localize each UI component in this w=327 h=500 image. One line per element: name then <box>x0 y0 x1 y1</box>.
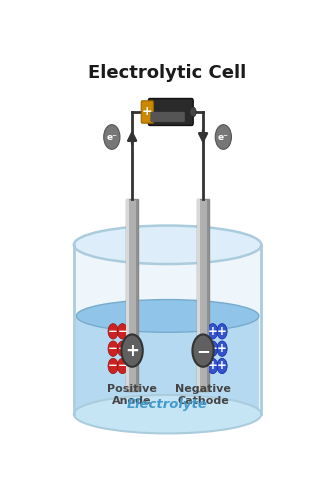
Circle shape <box>121 334 143 367</box>
Text: −: − <box>117 325 128 338</box>
Circle shape <box>108 341 118 356</box>
Circle shape <box>190 107 196 117</box>
Circle shape <box>117 324 128 339</box>
FancyBboxPatch shape <box>141 101 153 123</box>
Text: Positive
Anode: Positive Anode <box>107 384 157 406</box>
Text: +: + <box>217 342 227 355</box>
Ellipse shape <box>74 395 261 434</box>
Text: −: − <box>117 342 128 355</box>
Circle shape <box>104 124 120 150</box>
Circle shape <box>215 124 232 150</box>
Circle shape <box>108 358 118 374</box>
Circle shape <box>208 358 218 374</box>
Text: +: + <box>125 342 139 359</box>
Text: −: − <box>108 342 118 355</box>
Polygon shape <box>77 316 259 414</box>
Bar <box>126 198 129 391</box>
Text: e⁻: e⁻ <box>218 132 229 141</box>
Circle shape <box>108 324 118 339</box>
Bar <box>197 198 209 391</box>
Circle shape <box>208 341 218 356</box>
Circle shape <box>117 341 128 356</box>
Bar <box>136 198 138 391</box>
FancyBboxPatch shape <box>150 112 185 122</box>
Text: Negative
Cathode: Negative Cathode <box>175 384 231 406</box>
Text: +: + <box>208 360 218 372</box>
Text: −: − <box>117 360 128 372</box>
Bar <box>207 198 209 391</box>
Circle shape <box>217 341 227 356</box>
Circle shape <box>217 324 227 339</box>
Bar <box>126 198 138 391</box>
Bar <box>197 198 200 391</box>
Text: Electrolytic Cell: Electrolytic Cell <box>89 64 247 82</box>
FancyBboxPatch shape <box>148 98 193 126</box>
Ellipse shape <box>74 226 261 264</box>
Text: +: + <box>217 360 227 372</box>
Circle shape <box>217 358 227 374</box>
Circle shape <box>192 334 214 367</box>
Text: −: − <box>108 360 118 372</box>
Text: Electrolyte: Electrolyte <box>127 398 208 411</box>
Text: −: − <box>196 342 210 359</box>
Text: +: + <box>142 104 153 118</box>
Text: +: + <box>217 325 227 338</box>
Ellipse shape <box>77 300 259 332</box>
Circle shape <box>117 358 128 374</box>
Text: −: − <box>108 325 118 338</box>
Text: +: + <box>208 325 218 338</box>
Text: e⁻: e⁻ <box>106 132 117 141</box>
Text: +: + <box>208 342 218 355</box>
Polygon shape <box>74 245 261 414</box>
Circle shape <box>208 324 218 339</box>
